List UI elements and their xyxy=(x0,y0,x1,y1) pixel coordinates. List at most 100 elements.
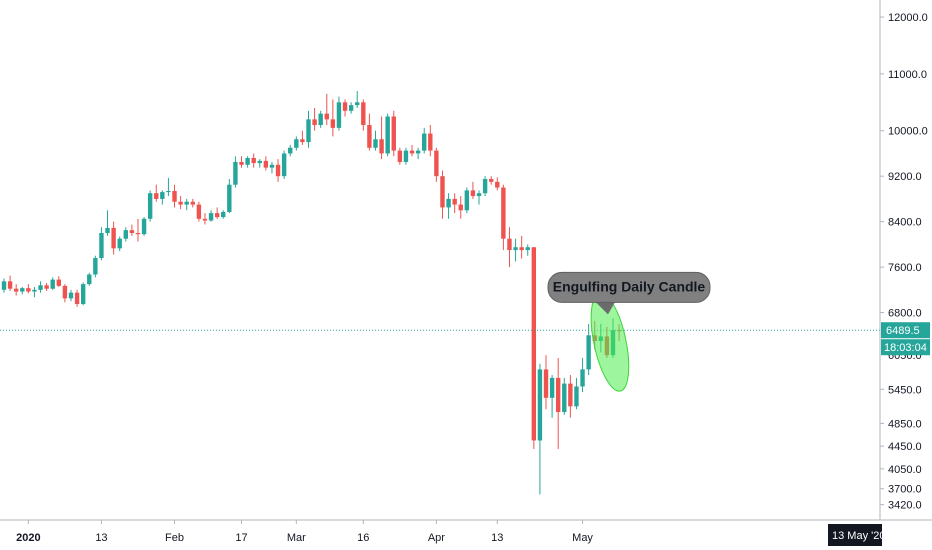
candle[interactable] xyxy=(482,176,488,197)
candle[interactable] xyxy=(1,278,7,293)
candle[interactable] xyxy=(233,156,238,188)
candle[interactable] xyxy=(507,227,512,268)
candle[interactable] xyxy=(257,159,262,168)
candle[interactable] xyxy=(172,184,177,208)
candle[interactable] xyxy=(214,207,220,219)
candle[interactable] xyxy=(239,156,244,168)
candle[interactable] xyxy=(56,276,62,287)
candle[interactable] xyxy=(422,127,427,154)
candle[interactable] xyxy=(251,153,256,168)
candle[interactable] xyxy=(294,136,299,151)
candle[interactable] xyxy=(385,113,390,157)
candle[interactable] xyxy=(403,147,409,165)
candle[interactable] xyxy=(263,156,269,171)
candle[interactable] xyxy=(458,196,463,219)
candle[interactable] xyxy=(501,184,506,251)
candle[interactable] xyxy=(80,282,86,306)
candle[interactable] xyxy=(160,190,165,205)
candle[interactable] xyxy=(379,116,384,160)
candle[interactable] xyxy=(415,147,421,160)
candle[interactable] xyxy=(245,156,250,168)
candle[interactable] xyxy=(306,110,311,148)
candle[interactable] xyxy=(129,224,135,236)
candle[interactable] xyxy=(446,193,451,219)
candle[interactable] xyxy=(537,363,543,495)
time-axis[interactable]: 2020 13 Feb 17 Mar 16 Apr 13 May 13 May '20 xyxy=(0,519,932,546)
candle[interactable] xyxy=(208,210,214,222)
candle[interactable] xyxy=(428,125,433,157)
candle[interactable] xyxy=(99,227,104,261)
candle[interactable] xyxy=(586,323,591,376)
candle[interactable] xyxy=(190,198,195,208)
candle[interactable] xyxy=(13,284,19,296)
candle[interactable] xyxy=(68,289,74,302)
candle[interactable] xyxy=(117,236,122,252)
candle[interactable] xyxy=(20,286,25,295)
candle[interactable] xyxy=(355,90,360,108)
candle[interactable] xyxy=(196,201,202,222)
candle[interactable] xyxy=(288,144,293,157)
candle[interactable] xyxy=(111,221,116,255)
candle[interactable] xyxy=(93,255,98,278)
candle[interactable] xyxy=(495,177,500,191)
candle[interactable] xyxy=(269,161,275,174)
candle[interactable] xyxy=(562,377,567,415)
candle[interactable] xyxy=(555,358,561,449)
candle[interactable] xyxy=(543,355,549,410)
candle[interactable] xyxy=(178,196,183,210)
price-axis[interactable]: 12000.0 11000.0 10000.0 9200.0 8400.0 7600.0 6… xyxy=(879,0,932,520)
candle[interactable] xyxy=(154,184,159,202)
candle[interactable] xyxy=(568,375,573,418)
candle[interactable] xyxy=(312,107,317,131)
candle[interactable] xyxy=(184,198,189,211)
candle[interactable] xyxy=(452,193,457,214)
candle[interactable] xyxy=(531,247,537,449)
candle[interactable] xyxy=(147,190,153,222)
candle[interactable] xyxy=(7,275,13,291)
candle[interactable] xyxy=(513,238,518,262)
annotation-group[interactable]: Engulfing Daily Candle xyxy=(547,271,711,394)
candle[interactable] xyxy=(275,159,281,182)
candle[interactable] xyxy=(105,210,110,236)
candle[interactable] xyxy=(348,102,354,114)
candle[interactable] xyxy=(580,358,585,393)
candle[interactable] xyxy=(330,99,336,137)
candle[interactable] xyxy=(221,210,226,219)
candle[interactable] xyxy=(87,272,92,286)
candle[interactable] xyxy=(373,130,378,151)
candle[interactable] xyxy=(336,96,342,131)
candle[interactable] xyxy=(391,110,396,157)
candle[interactable] xyxy=(464,187,470,214)
candle[interactable] xyxy=(202,213,208,225)
candle[interactable] xyxy=(367,113,372,151)
candle[interactable] xyxy=(26,284,31,294)
candle[interactable] xyxy=(281,150,287,180)
candle[interactable] xyxy=(166,177,171,197)
candle[interactable] xyxy=(470,181,476,199)
candle[interactable] xyxy=(409,144,415,157)
candle[interactable] xyxy=(397,147,403,165)
candle[interactable] xyxy=(361,99,366,131)
candle[interactable] xyxy=(50,277,55,290)
candle[interactable] xyxy=(38,281,43,293)
candle[interactable] xyxy=(440,170,445,219)
candle[interactable] xyxy=(227,179,232,214)
candle[interactable] xyxy=(489,176,494,185)
candle[interactable] xyxy=(141,217,147,236)
candle[interactable] xyxy=(476,190,482,205)
candle[interactable] xyxy=(525,244,530,256)
candle[interactable] xyxy=(549,375,555,418)
candle[interactable] xyxy=(574,377,579,410)
candle[interactable] xyxy=(74,289,80,307)
candle[interactable] xyxy=(135,218,141,242)
candle[interactable] xyxy=(44,283,49,291)
candle[interactable] xyxy=(519,235,524,259)
candle[interactable] xyxy=(318,110,323,128)
candle[interactable] xyxy=(62,284,68,303)
candle[interactable] xyxy=(434,147,439,182)
candle[interactable] xyxy=(342,99,348,117)
candle[interactable] xyxy=(32,286,37,298)
candle[interactable] xyxy=(300,130,305,145)
candle[interactable] xyxy=(324,93,329,126)
